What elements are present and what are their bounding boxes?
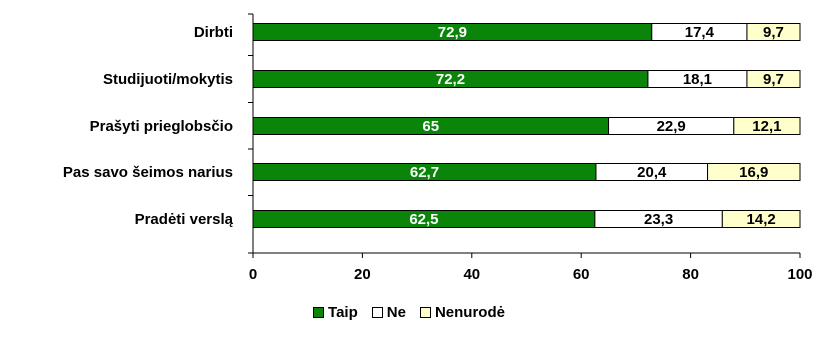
value-label-ne-pradeti-versla: 23,3 (644, 211, 673, 228)
value-label-taip-pradeti-versla: 62,5 (409, 211, 438, 228)
value-label-nenurode-pradeti-versla: 14,2 (747, 211, 776, 228)
value-label-ne-prasyti-prieglobscio: 22,9 (657, 118, 686, 135)
bars (252, 23, 801, 228)
value-label-taip-dirbti: 72,9 (438, 24, 467, 41)
value-label-ne-studijuoti-mokytis: 18,1 (683, 71, 712, 88)
value-label-nenurode-prasyti-prieglobscio: 12,1 (752, 118, 781, 135)
legend-swatch-nenurode (419, 306, 431, 318)
category-label-dirbti: Dirbti (194, 24, 233, 41)
value-label-taip-prasyti-prieglobscio: 65 (422, 118, 439, 135)
legend-swatch-ne (371, 306, 383, 318)
category-label-prasyti-prieglobscio: Prašyti prieglobsčio (90, 118, 233, 135)
category-label-studijuoti-mokytis: Studijuoti/mokytis (103, 71, 233, 88)
value-labels: 72,9 17,4 9,7 72,2 18,1 9,7 65 22,9 12,1 62,7 20,4… (409, 24, 784, 228)
legend: Taip Ne Nenurodė (0, 300, 818, 324)
x-tick-label-100: 100 (787, 266, 812, 283)
x-tick-label-0: 0 (249, 266, 257, 283)
legend-label-nenurode: Nenurodė (434, 303, 505, 321)
legend-item-nenurode: Nenurodė (419, 303, 505, 321)
value-label-ne-pas-savo-seimos-narius: 20,4 (637, 164, 667, 181)
value-label-taip-studijuoti-mokytis: 72,2 (436, 71, 465, 88)
x-tick-label-20: 20 (354, 266, 371, 283)
x-tick-label-80: 80 (682, 266, 699, 283)
category-label-pas-savo-seimos-narius: Pas savo šeimos narius (63, 164, 233, 181)
legend-label-taip: Taip (328, 303, 358, 321)
value-label-ne-dirbti: 17,4 (685, 24, 715, 41)
bar-nenurode-pradeti-versla (721, 210, 801, 228)
category-label-pradeti-versla: Pradėti verslą (135, 211, 234, 228)
bar-nenurode-dirbti (746, 23, 801, 41)
value-label-nenurode-pas-savo-seimos-narius: 16,9 (739, 164, 768, 181)
legend-swatch-taip (313, 306, 325, 318)
legend-label-ne: Ne (386, 303, 406, 321)
x-tick-label-40: 40 (463, 266, 480, 283)
bar-nenurode-pas-savo-seimos-narius (707, 163, 801, 181)
category-labels: Dirbti Studijuoti/mokytis Prašyti prieglob… (63, 24, 234, 228)
bar-nenurode-studijuoti-mokytis (746, 70, 801, 88)
bar-nenurode-prasyti-prieglobscio (733, 117, 801, 135)
value-label-nenurode-dirbti: 9,7 (763, 24, 784, 41)
legend-item-ne: Ne (371, 303, 406, 321)
value-label-taip-pas-savo-seimos-narius: 62,7 (410, 164, 439, 181)
value-label-nenurode-studijuoti-mokytis: 9,7 (763, 71, 784, 88)
axes: 0 20 40 60 80 100 (248, 13, 813, 283)
legend-item-taip: Taip (313, 304, 358, 321)
x-tick-label-60: 60 (573, 266, 590, 283)
